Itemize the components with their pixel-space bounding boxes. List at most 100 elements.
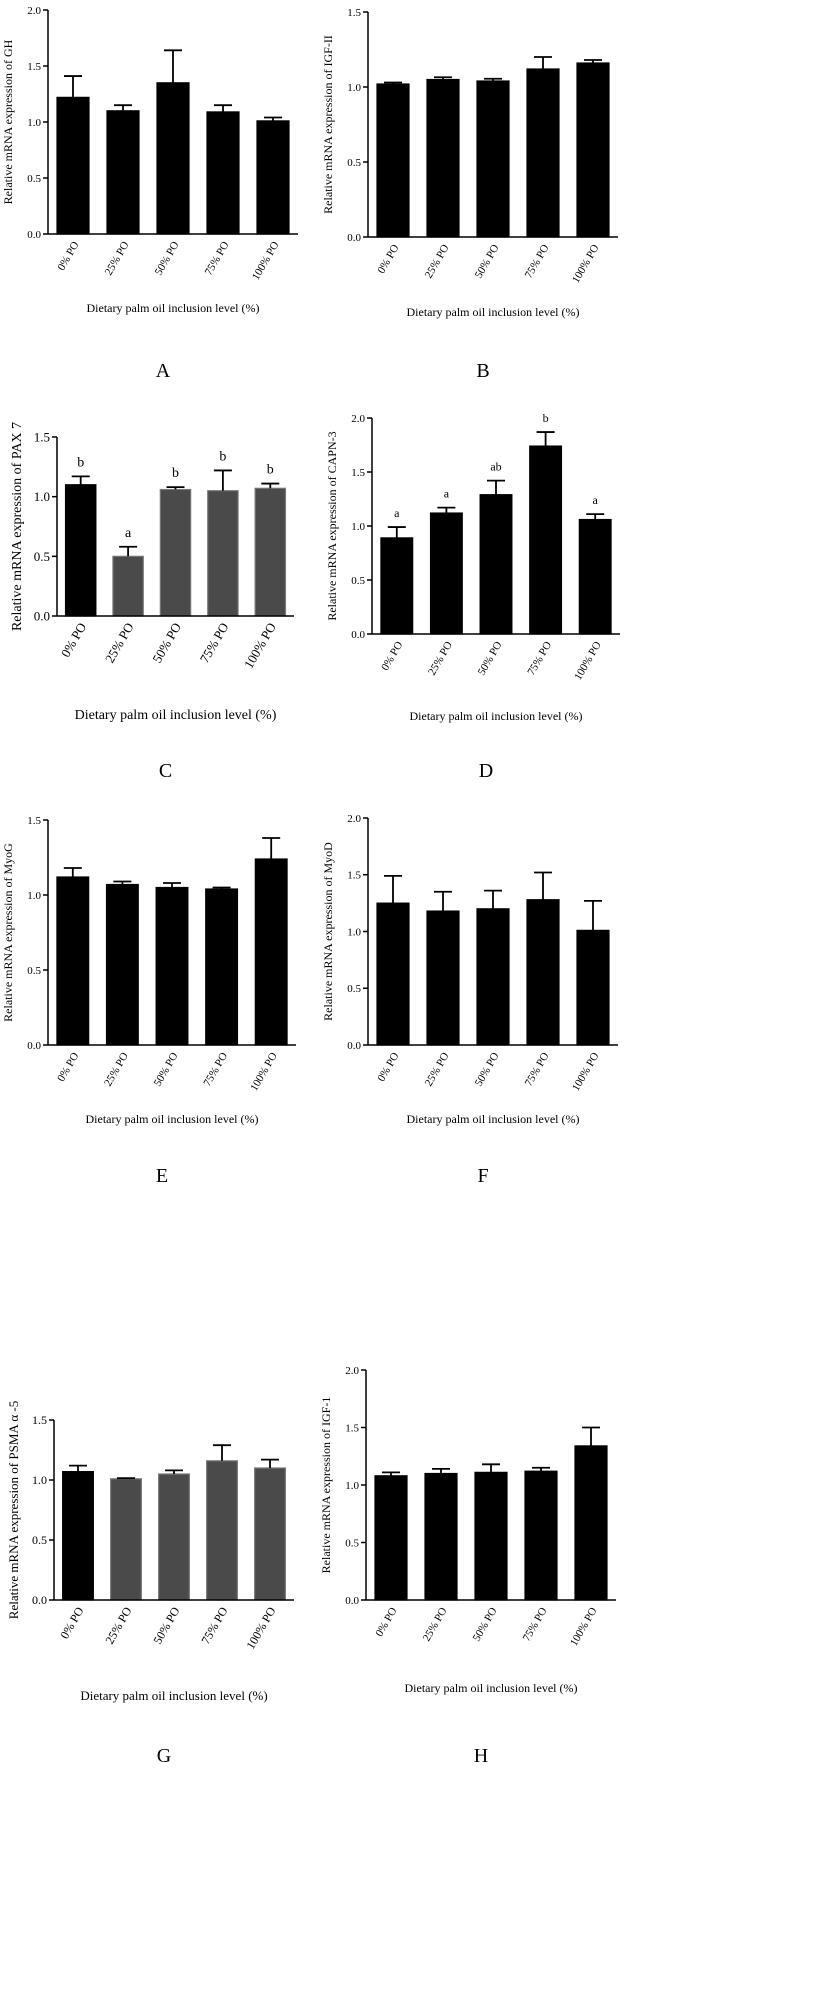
bar (576, 929, 610, 1046)
y-tick-label: 1.0 (32, 1473, 47, 1487)
bar (374, 1475, 408, 1601)
y-axis-label: Relative mRNA expression of IGF-II (321, 35, 335, 214)
chart-panel-a: 0% PO 25% PO 50% PO 75% PO 100% PO 0.0 0.5 1.0 1… (1, 5, 298, 382)
significance-letter: a (125, 526, 132, 541)
category-label: 50% PO (476, 639, 505, 677)
category-label: 100% PO (568, 1605, 600, 1648)
x-axis-label: Dietary palm oil inclusion level (%) (87, 301, 260, 315)
y-tick-label: 0.0 (34, 609, 50, 624)
category-label: 25% PO (102, 1050, 131, 1088)
category-label: 0% PO (58, 620, 90, 660)
y-tick-label: 1.5 (347, 7, 361, 19)
bar (376, 902, 410, 1046)
significance-letter: a (593, 493, 599, 507)
category-label: 75% PO (521, 1605, 550, 1643)
bar (207, 490, 239, 617)
category-label: 25% PO (102, 620, 137, 665)
bar (376, 83, 410, 238)
y-axis-label: Relative mRNA expression of PAX 7 (10, 422, 25, 631)
significance-letter: a (394, 506, 400, 520)
bar (576, 62, 610, 238)
bar (155, 886, 189, 1046)
y-tick-label: 0.5 (351, 575, 365, 587)
category-label: 100% PO (248, 1050, 280, 1093)
significance-letter: b (77, 455, 84, 470)
panel-letter: B (476, 360, 489, 382)
bar (424, 1472, 458, 1601)
y-tick-label: 1.5 (351, 467, 365, 479)
y-tick-label: 1.0 (347, 926, 361, 938)
y-tick-label: 0.5 (34, 549, 50, 564)
y-tick-label: 1.0 (27, 890, 41, 902)
bar (254, 858, 288, 1046)
category-label: 0% PO (55, 1050, 81, 1083)
y-axis-label: Relative mRNA expression of CAPN-3 (325, 431, 339, 620)
chart-panel-f: 0% PO 25% PO 50% PO 75% PO 100% PO 0.0 0.5 1.0 1… (321, 813, 618, 1187)
y-tick-label: 1.5 (27, 61, 41, 73)
category-label: 75% PO (198, 1604, 230, 1646)
bar (254, 487, 287, 617)
panel-letter: D (479, 760, 493, 782)
category-label: 100% PO (250, 239, 282, 282)
category-label: 0% PO (375, 1050, 401, 1083)
significance-letter: b (543, 411, 549, 425)
panel-letter: E (156, 1165, 168, 1187)
panel-letter: A (156, 360, 171, 382)
y-tick-label: 2.0 (351, 413, 365, 425)
chart-panel-g: 0% PO 25% PO 50% PO 75% PO 100% PO 0.0 0.5 1.0 1… (6, 1401, 294, 1767)
chart-panel-h: 0% PO 25% PO 50% PO 75% PO 100% PO 0.0 0.5 1.0 1… (319, 1365, 616, 1767)
bar (426, 78, 460, 238)
y-tick-label: 0.5 (27, 173, 41, 185)
y-tick-label: 1.0 (347, 82, 361, 94)
y-tick-label: 0.5 (345, 1537, 359, 1549)
bar (426, 910, 460, 1046)
bar (526, 899, 560, 1046)
bar (474, 1471, 508, 1601)
y-tick-label: 0.0 (27, 229, 41, 241)
significance-letter: ab (490, 460, 501, 474)
y-axis-label: Relative mRNA expression of PSMA α -5 (6, 1401, 21, 1619)
y-tick-label: 1.0 (351, 521, 365, 533)
y-tick-label: 0.0 (347, 232, 361, 244)
y-tick-label: 1.0 (27, 117, 41, 129)
bar (105, 883, 139, 1046)
category-label: 50% PO (473, 242, 502, 280)
bar (64, 484, 97, 617)
chart-panel-b: 0% PO 25% PO 50% PO 75% PO 100% PO 0.0 0.5 1.0 1… (321, 7, 618, 382)
y-axis-label: Relative mRNA expression of MyoG (1, 843, 15, 1022)
category-label: 0% PO (379, 639, 405, 672)
panel-letter: G (157, 1745, 171, 1767)
chart-panel-d: a 0% PO a 25% PO ab 50% PO b 75% PO a 100% PO 0.0 0… (325, 411, 620, 782)
significance-letter: a (444, 487, 450, 501)
y-tick-label: 2.0 (27, 5, 41, 17)
significance-letter: b (172, 466, 179, 481)
y-tick-label: 2.0 (345, 1365, 359, 1377)
significance-letter: b (219, 449, 226, 464)
bar (578, 518, 612, 635)
panel-letter: C (159, 760, 172, 782)
y-tick-label: 1.0 (345, 1480, 359, 1492)
bar (112, 555, 144, 617)
category-label: 100% PO (570, 242, 602, 285)
y-tick-label: 0.5 (27, 965, 41, 977)
y-tick-label: 0.0 (347, 1040, 361, 1052)
bar (254, 1467, 286, 1601)
y-tick-label: 0.0 (27, 1040, 41, 1052)
category-label: 0% PO (375, 242, 401, 275)
category-label: 0% PO (55, 239, 81, 272)
category-label: 75% PO (523, 1050, 552, 1088)
y-tick-label: 0.5 (347, 157, 361, 169)
bar (476, 908, 510, 1046)
significance-letter: b (267, 463, 274, 478)
bar (205, 888, 239, 1046)
y-axis-label: Relative mRNA expression of MyoD (321, 842, 335, 1021)
y-tick-label: 1.5 (347, 870, 361, 882)
y-tick-label: 1.5 (32, 1413, 47, 1427)
y-tick-label: 0.0 (32, 1593, 47, 1607)
bar (524, 1470, 558, 1601)
chart-panel-e: 0% PO 25% PO 50% PO 75% PO 100% PO 0.0 0.5 1.0 1… (1, 815, 296, 1187)
category-label: 50% PO (149, 620, 184, 665)
category-label: 50% PO (471, 1605, 500, 1643)
bar (476, 80, 510, 238)
